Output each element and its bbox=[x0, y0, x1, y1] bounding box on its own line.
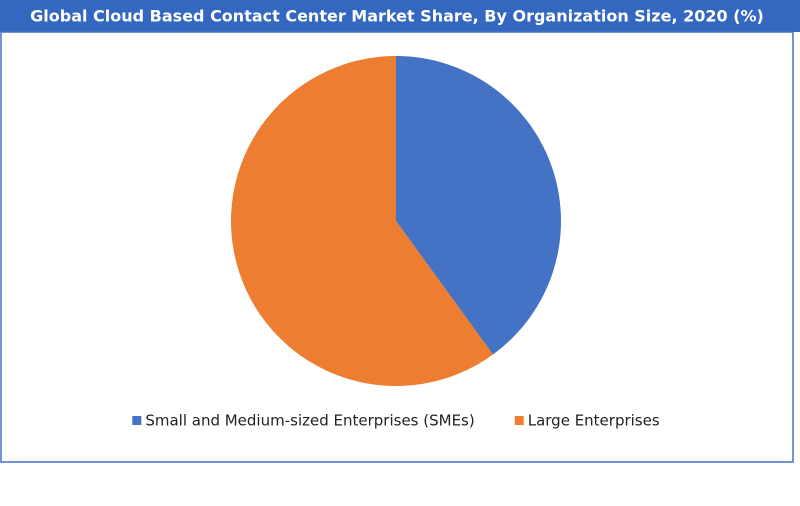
chart-title: Global Cloud Based Contact Center Market… bbox=[30, 7, 764, 26]
legend-label: Large Enterprises bbox=[528, 412, 660, 430]
legend-label: Small and Medium-sized Enterprises (SMEs… bbox=[145, 412, 474, 430]
title-bar bbox=[0, 0, 800, 32]
pie-slice bbox=[396, 56, 561, 355]
legend-swatch bbox=[132, 416, 142, 425]
legend-swatch bbox=[514, 416, 524, 425]
pie-slice bbox=[230, 55, 493, 386]
